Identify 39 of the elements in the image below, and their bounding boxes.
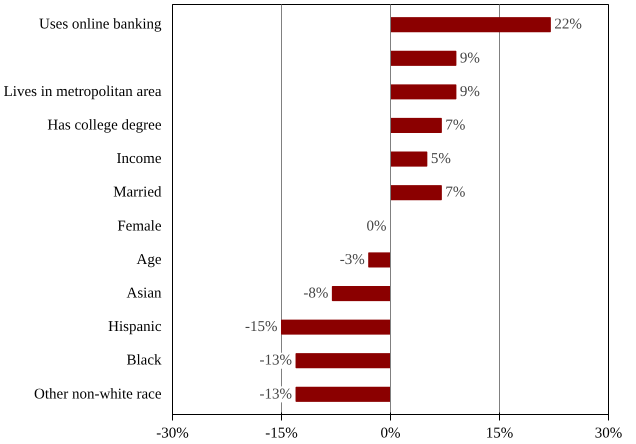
- bar: [281, 320, 391, 335]
- y-tick-label: Female: [117, 218, 162, 234]
- y-tick-label: Other non-white race: [34, 386, 162, 402]
- y-tick-label: Lives in metropolitan area: [4, 84, 162, 100]
- bar: [390, 185, 442, 200]
- x-tick-label: -15%: [265, 426, 298, 442]
- data-label: -8%: [303, 286, 328, 302]
- data-label: -15%: [245, 319, 278, 336]
- bar: [296, 353, 391, 368]
- data-label: -13%: [260, 352, 292, 369]
- bar: [390, 17, 551, 32]
- y-tick-label: Age: [136, 252, 162, 268]
- bar: [390, 118, 442, 134]
- data-label: 7%: [445, 184, 466, 201]
- bar: [368, 252, 391, 268]
- bar: [390, 84, 456, 100]
- x-tick-label: 30%: [594, 426, 622, 442]
- x-tick-label: 0%: [380, 426, 400, 442]
- data-label: 22%: [554, 16, 582, 33]
- data-label: 7%: [445, 117, 466, 134]
- y-tick-label: Income: [116, 151, 162, 168]
- y-tick-label: Hispanic: [108, 319, 162, 336]
- y-tick-label: Married: [113, 184, 162, 201]
- data-label: -13%: [260, 386, 292, 402]
- data-label: 9%: [460, 50, 480, 66]
- data-label: 0%: [366, 218, 387, 234]
- bar: [390, 50, 456, 66]
- data-label: 5%: [430, 151, 451, 168]
- x-tick-label: 15%: [486, 426, 514, 442]
- y-tick-label: Uses online banking: [39, 16, 162, 33]
- y-tick-label: Asian: [126, 286, 162, 302]
- bar: [296, 386, 391, 402]
- data-label: -3%: [340, 252, 365, 268]
- bar: [390, 152, 428, 167]
- y-tick-label: Has college degree: [47, 117, 162, 134]
- y-tick-label: Black: [126, 352, 162, 369]
- bar: [332, 286, 391, 302]
- data-label: 9%: [460, 84, 480, 100]
- x-tick-label: -30%: [156, 426, 189, 442]
